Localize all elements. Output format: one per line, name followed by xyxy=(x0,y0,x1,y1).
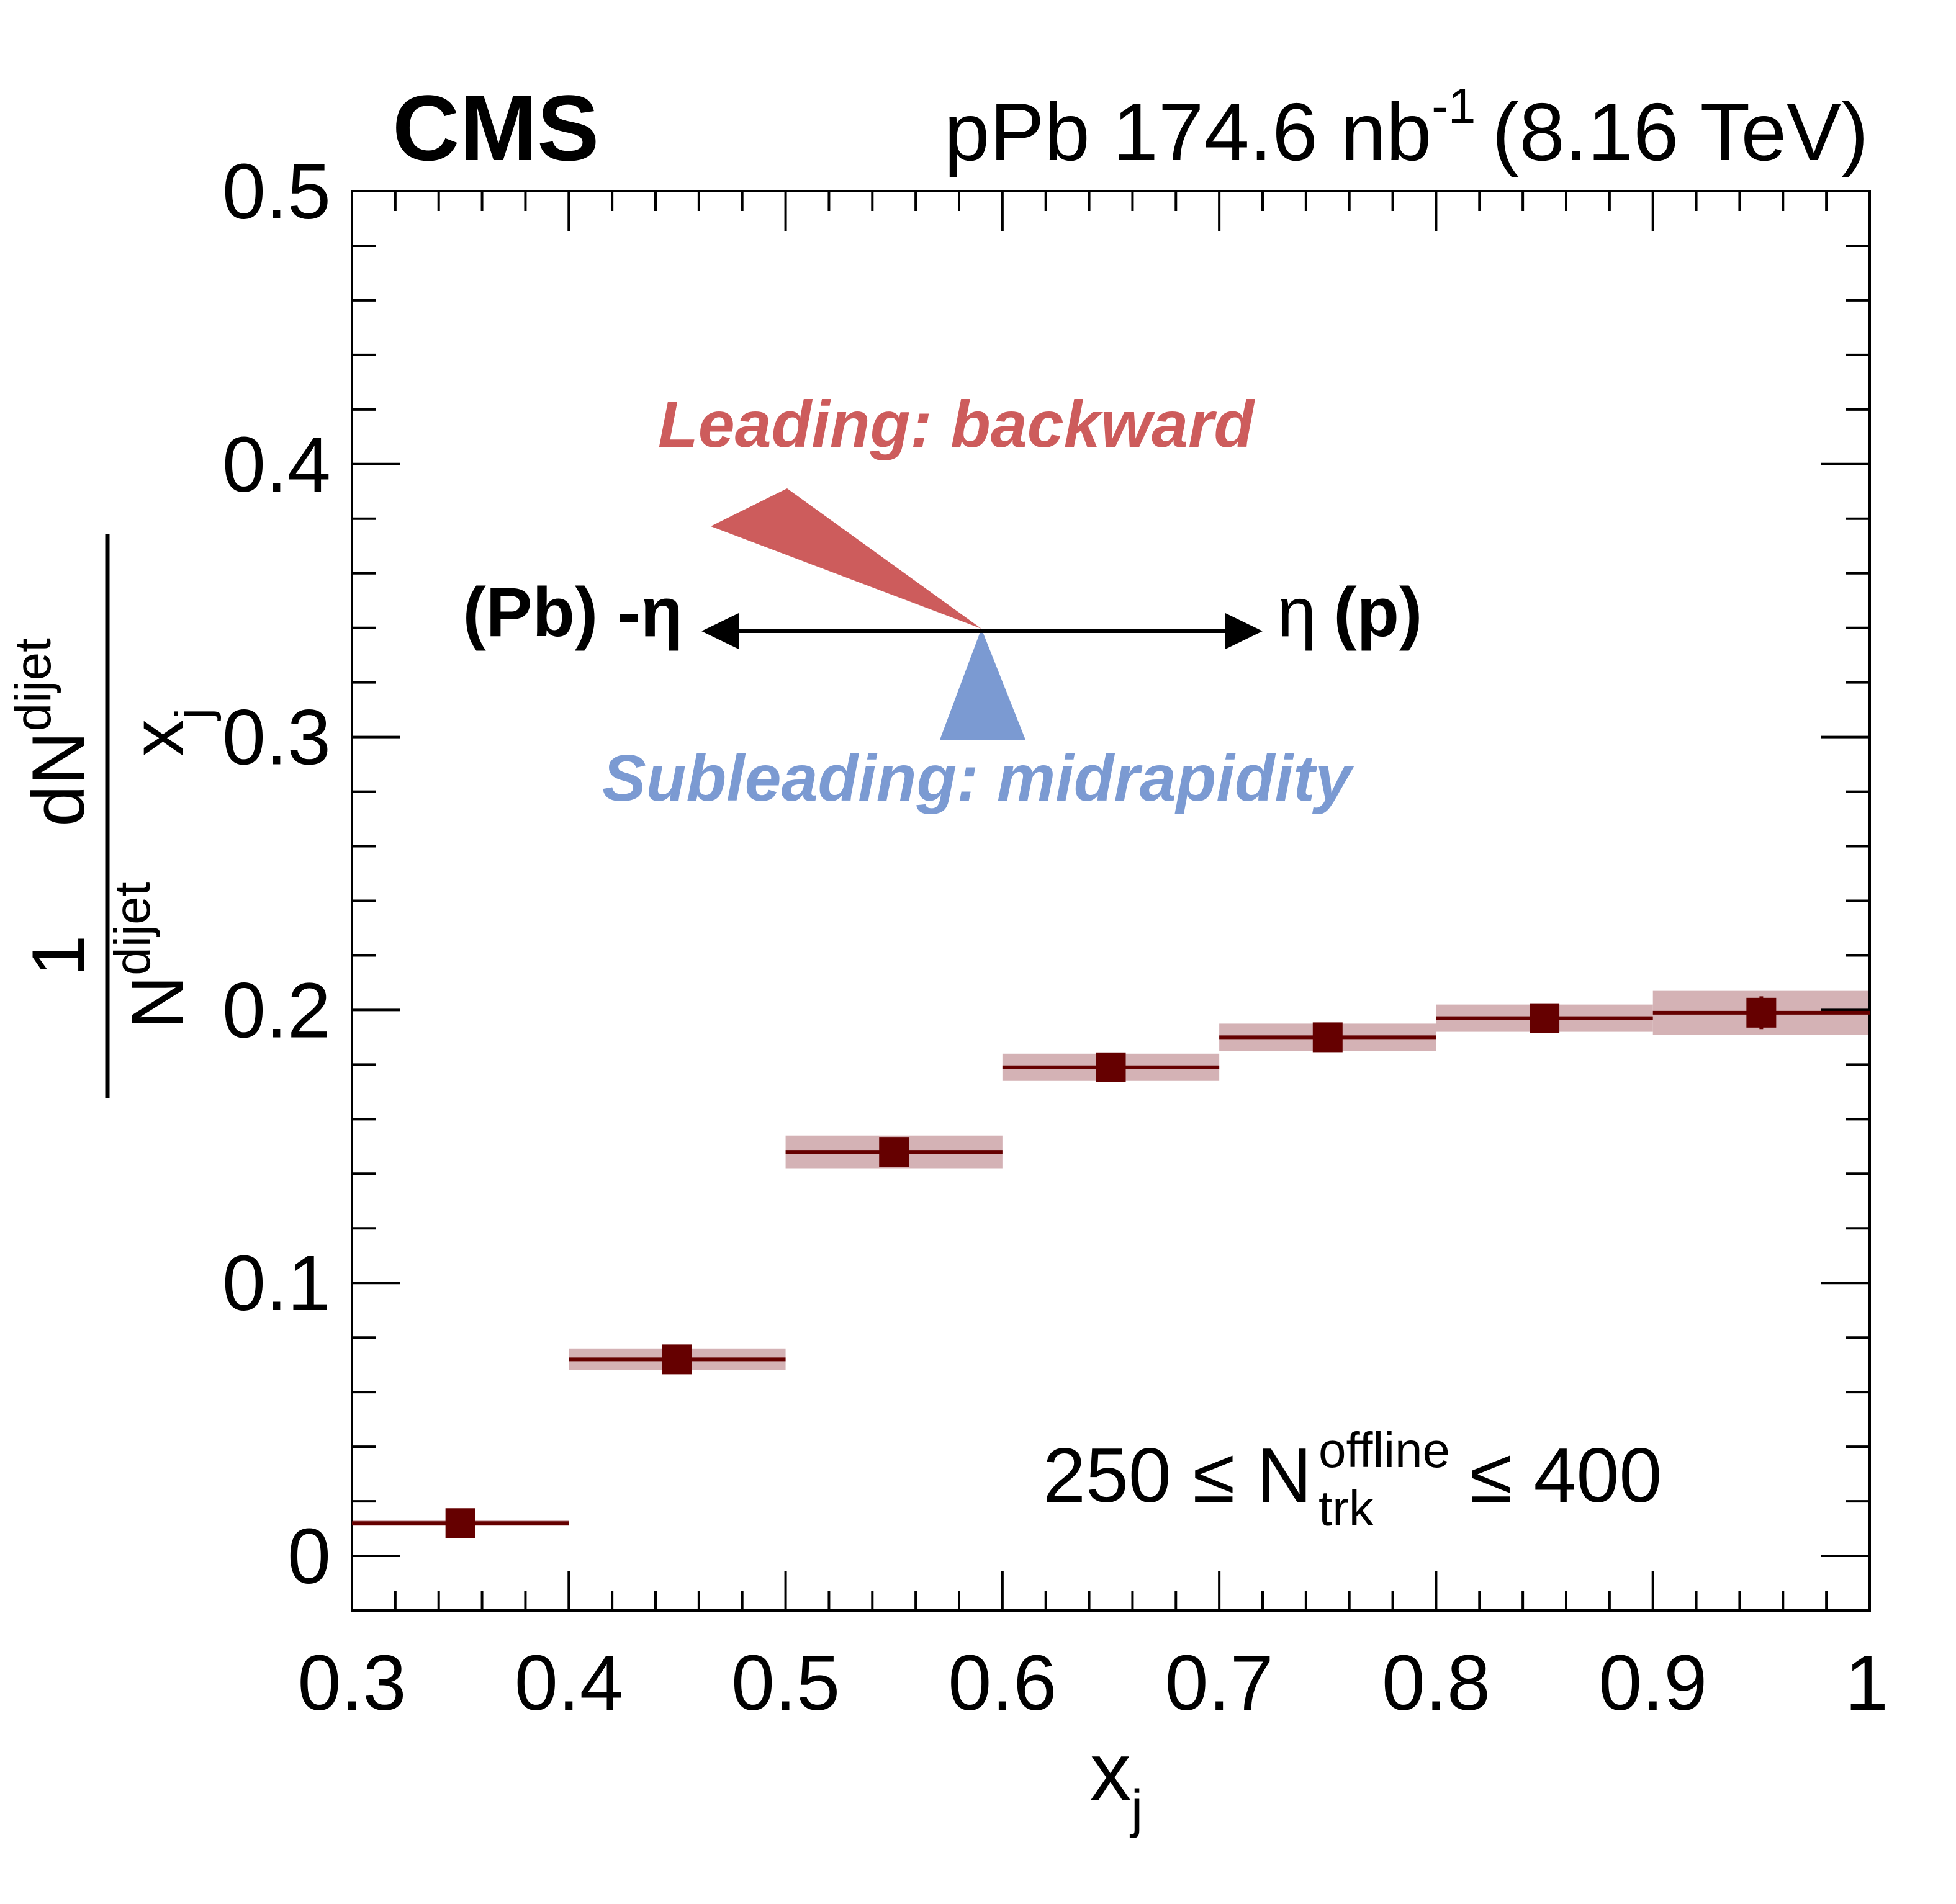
y-title-frac2-num: dNdijet xyxy=(5,638,100,827)
x-tick-label: 0.4 xyxy=(515,1639,623,1727)
y-tick-label: 0 xyxy=(287,1512,331,1600)
leading-label: Leading: backward xyxy=(658,388,1255,461)
experiment-label: CMS xyxy=(392,76,599,180)
y-axis-title: 1 Ndijet dNdijet xj xyxy=(5,534,222,1098)
axis-ticks xyxy=(351,190,1871,1612)
selection-lower: 250 ≤ N xyxy=(1043,1433,1312,1519)
y-tick-label: 0.3 xyxy=(222,694,331,781)
x-tick-label: 1 xyxy=(1845,1639,1888,1727)
arrowhead-right-icon xyxy=(1225,613,1263,649)
axis-tick-labels: 0.3 0.4 0.5 0.6 0.7 0.8 0.9 1 0 0.1 0.2 0.3 0.4 0.5 xyxy=(222,148,1888,1727)
selection-upper: ≤ 400 xyxy=(1470,1433,1662,1519)
x-tick-label: 0.9 xyxy=(1598,1639,1707,1727)
eta-right-label: η (p) xyxy=(1278,573,1422,651)
data-point-2 xyxy=(879,1137,909,1167)
x-tick-label: 0.8 xyxy=(1382,1639,1490,1727)
eta-right-symbol: η xyxy=(1278,573,1316,651)
x-tick-label: 0.3 xyxy=(297,1639,406,1727)
lumi-energy: (8.16 TeV) xyxy=(1492,86,1868,177)
leading-jet-triangle xyxy=(711,488,981,629)
selection-label: 250 ≤ N xyxy=(1043,1433,1312,1519)
data-point-4 xyxy=(1312,1022,1343,1053)
x-tick-label: 0.6 xyxy=(948,1639,1057,1727)
y-title-frac2-num-sub: dijet xyxy=(5,638,61,732)
y-tick-label: 0.5 xyxy=(222,148,331,235)
lumi-exponent: -1 xyxy=(1431,78,1476,133)
subleading-label: Subleading: midrapidity xyxy=(602,742,1354,815)
data-point-5 xyxy=(1530,1003,1560,1033)
y-title-frac2-num-main: dN xyxy=(17,732,100,827)
x-tick-label: 0.7 xyxy=(1165,1639,1274,1727)
x-axis-title-sub: j xyxy=(1129,1779,1143,1839)
data-points xyxy=(352,996,1870,1538)
y-tick-label: 0.4 xyxy=(222,421,331,508)
y-title-frac2-den: xj xyxy=(116,708,222,757)
eta-diagram: Leading: backward Subleading: midrapidit… xyxy=(462,388,1422,815)
x-axis-title: xj xyxy=(1090,1726,1143,1839)
x-axis-title-main: x xyxy=(1090,1726,1131,1817)
data-point-1 xyxy=(662,1344,692,1375)
y-title-frac1-den: Ndijet xyxy=(104,882,199,1029)
y-tick-label: 0.2 xyxy=(222,966,331,1054)
x-tick-label: 0.5 xyxy=(731,1639,840,1727)
y-title-frac1-den-sub: dijet xyxy=(104,882,161,976)
arrowhead-left-icon xyxy=(701,613,739,649)
data-point-0 xyxy=(445,1508,475,1538)
y-title-frac1-num: 1 xyxy=(17,935,100,977)
selection-sup: offline xyxy=(1318,1422,1450,1478)
data-point-6 xyxy=(1746,997,1777,1028)
y-tick-label: 0.1 xyxy=(222,1239,331,1327)
lumi-label: pPb 174.6 nb-1 (8.16 TeV) xyxy=(944,78,1868,177)
eta-left-label: (Pb) -η xyxy=(462,573,683,651)
lumi-prefix: pPb 174.6 nb xyxy=(944,86,1431,177)
y-title-frac1-den-main: N xyxy=(116,976,199,1030)
eta-right-particle: (p) xyxy=(1333,573,1422,651)
y-title-frac2-den-sub: j xyxy=(165,708,222,721)
y-title-frac2-den-main: x xyxy=(116,719,199,757)
selection-sub: trk xyxy=(1318,1481,1374,1536)
subleading-jet-triangle xyxy=(940,629,1025,740)
data-point-3 xyxy=(1096,1052,1126,1082)
